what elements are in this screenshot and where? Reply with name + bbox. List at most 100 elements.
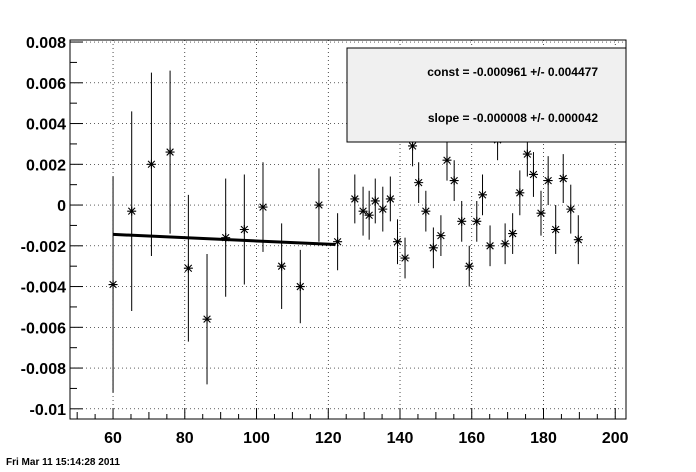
x-tick-label: 180 — [530, 430, 557, 447]
star-marker — [350, 194, 360, 204]
data-point — [239, 174, 249, 285]
data-point — [127, 111, 137, 312]
data-point — [221, 178, 231, 297]
star-marker — [183, 263, 193, 273]
star-marker — [221, 233, 231, 243]
y-tick-label: 0.008 — [26, 35, 66, 52]
star-marker — [472, 216, 482, 226]
data-point — [202, 253, 212, 385]
star-marker — [385, 194, 395, 204]
star-marker — [414, 178, 424, 188]
data-point — [528, 152, 538, 197]
data-point — [108, 176, 118, 393]
star-marker — [258, 202, 268, 212]
star-marker — [528, 169, 538, 179]
data-point — [478, 174, 488, 216]
data-point — [551, 205, 561, 254]
star-marker — [358, 206, 368, 216]
star-marker — [573, 235, 583, 245]
stats-box-frame — [346, 47, 627, 143]
star-marker — [165, 147, 175, 157]
star-marker — [127, 206, 137, 216]
y-tick-label: 0.004 — [26, 117, 66, 134]
star-marker — [566, 204, 576, 214]
star-marker — [449, 176, 459, 186]
data-point — [536, 190, 546, 236]
data-point — [543, 156, 553, 206]
star-marker — [543, 176, 553, 186]
star-marker — [400, 253, 410, 263]
star-marker — [536, 208, 546, 218]
star-marker — [202, 314, 212, 324]
y-tick-label: -0.002 — [21, 239, 66, 256]
star-marker — [478, 190, 488, 200]
star-marker — [500, 239, 510, 249]
data-point — [500, 223, 510, 265]
data-point — [573, 215, 583, 265]
data-point — [558, 154, 568, 204]
star-marker — [295, 282, 305, 292]
data-point — [414, 162, 424, 204]
x-tick-label: 80 — [176, 430, 194, 447]
data-point — [183, 194, 193, 342]
data-point — [333, 213, 343, 271]
x-tick-label: 120 — [315, 430, 342, 447]
data-point — [566, 184, 576, 234]
stats-box: const = -0.000961 +/- 0.004477 slope = -… — [346, 47, 627, 143]
data-point — [464, 245, 474, 287]
star-marker — [457, 216, 467, 226]
star-marker — [277, 261, 287, 271]
star-marker — [485, 241, 495, 251]
plot-frame — [69, 39, 627, 420]
star-marker — [436, 231, 446, 241]
data-point — [442, 139, 452, 181]
star-marker — [364, 210, 374, 220]
x-tick-label: 100 — [243, 430, 270, 447]
y-tick-label: 0 — [57, 198, 66, 215]
star-marker — [428, 243, 438, 253]
x-tick-label: 160 — [458, 430, 485, 447]
star-marker — [515, 188, 525, 198]
star-marker — [408, 141, 418, 151]
data-point — [508, 213, 518, 254]
star-marker — [442, 155, 452, 165]
y-tick-label: -0.01 — [30, 402, 67, 419]
data-point — [258, 162, 268, 252]
data-point — [436, 215, 446, 256]
data-point — [515, 170, 525, 216]
y-tick-label: 0.006 — [26, 76, 66, 93]
data-point — [314, 168, 324, 242]
data-point — [364, 190, 374, 240]
star-marker — [108, 280, 118, 290]
timestamp-footer: Fri Mar 11 15:14:28 2011 — [6, 457, 120, 468]
data-point — [378, 186, 388, 232]
data-point — [393, 219, 403, 265]
x-tick-label: 140 — [387, 430, 414, 447]
star-marker — [551, 225, 561, 234]
star-marker — [239, 225, 249, 234]
star-marker — [378, 204, 388, 214]
star-marker — [464, 261, 474, 271]
y-tick-label: -0.008 — [21, 361, 66, 378]
star-marker — [333, 237, 343, 247]
star-marker — [508, 229, 518, 239]
axes: 60 80 100 120 140 160 180 200 0.008 0.006 0.004 0.0… — [21, 35, 629, 447]
data-point — [449, 160, 459, 201]
data-point — [146, 72, 156, 256]
y-tick-label: 0.002 — [26, 157, 66, 174]
data-point — [295, 249, 305, 324]
data-point — [277, 223, 287, 309]
y-tick-label: -0.006 — [21, 320, 66, 337]
stats-slope-text: slope = -0.000008 +/- 0.000042 — [428, 111, 598, 125]
data-point — [370, 178, 380, 224]
data-point — [472, 200, 482, 242]
star-marker — [370, 196, 380, 206]
star-marker — [146, 159, 156, 169]
data-point — [350, 174, 360, 224]
data-point — [457, 200, 467, 242]
stats-const-text: const = -0.000961 +/- 0.004477 — [427, 65, 598, 79]
data-point — [428, 227, 438, 269]
data-point — [400, 237, 410, 279]
star-marker — [421, 206, 431, 216]
data-point — [421, 190, 431, 232]
